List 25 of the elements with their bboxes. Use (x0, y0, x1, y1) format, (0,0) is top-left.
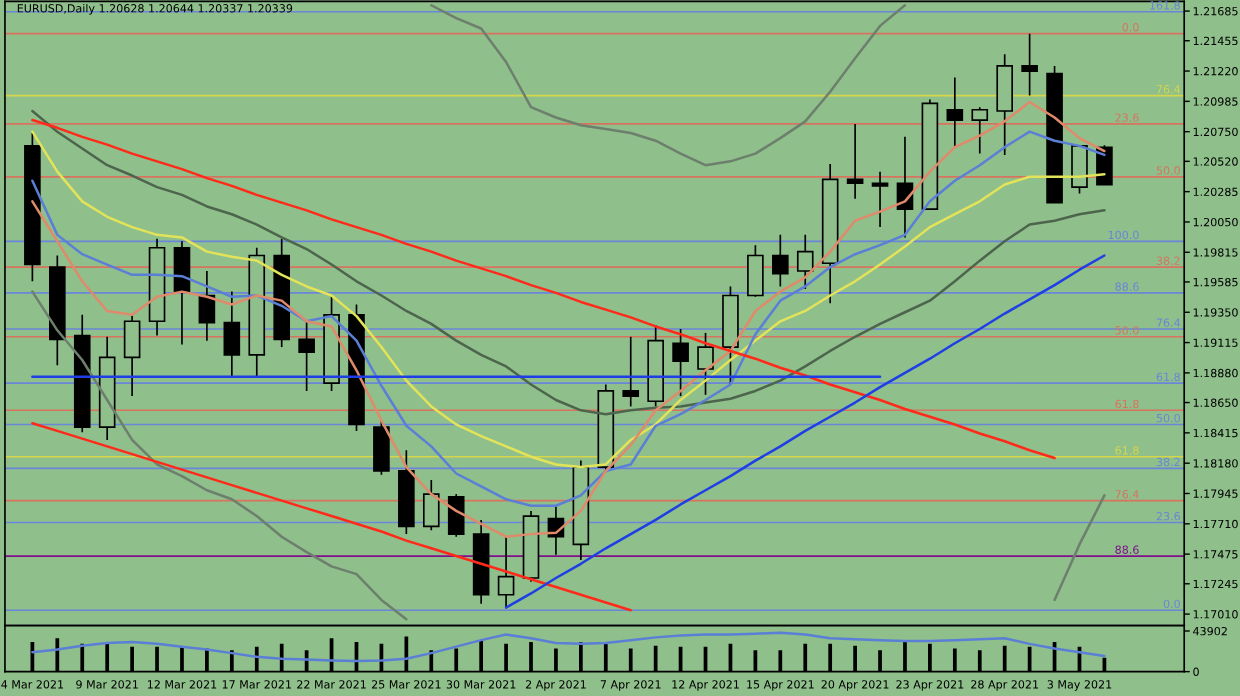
line-series (430, 4, 907, 167)
candlestick (846, 123, 864, 200)
candlestick (996, 53, 1014, 156)
candlestick (871, 170, 889, 228)
line-series (504, 254, 1106, 609)
candlestick (497, 535, 515, 609)
candlestick (747, 244, 764, 298)
candlestick (373, 419, 390, 476)
candlestick (772, 234, 789, 288)
candlestick (447, 493, 465, 538)
line-series (31, 631, 1106, 663)
candlestick (971, 106, 989, 155)
candlestick (223, 290, 241, 378)
candlestick (1021, 32, 1038, 97)
line-series (31, 109, 1106, 416)
candlestick (796, 234, 814, 290)
candlestick (422, 479, 440, 532)
candlestick (298, 320, 315, 392)
line-series (31, 421, 632, 612)
candlestick (622, 335, 640, 408)
candlestick (123, 314, 141, 397)
candlestick (946, 76, 964, 148)
candlestick (697, 332, 714, 396)
candlestick (672, 328, 689, 397)
candlestick (1071, 145, 1088, 195)
